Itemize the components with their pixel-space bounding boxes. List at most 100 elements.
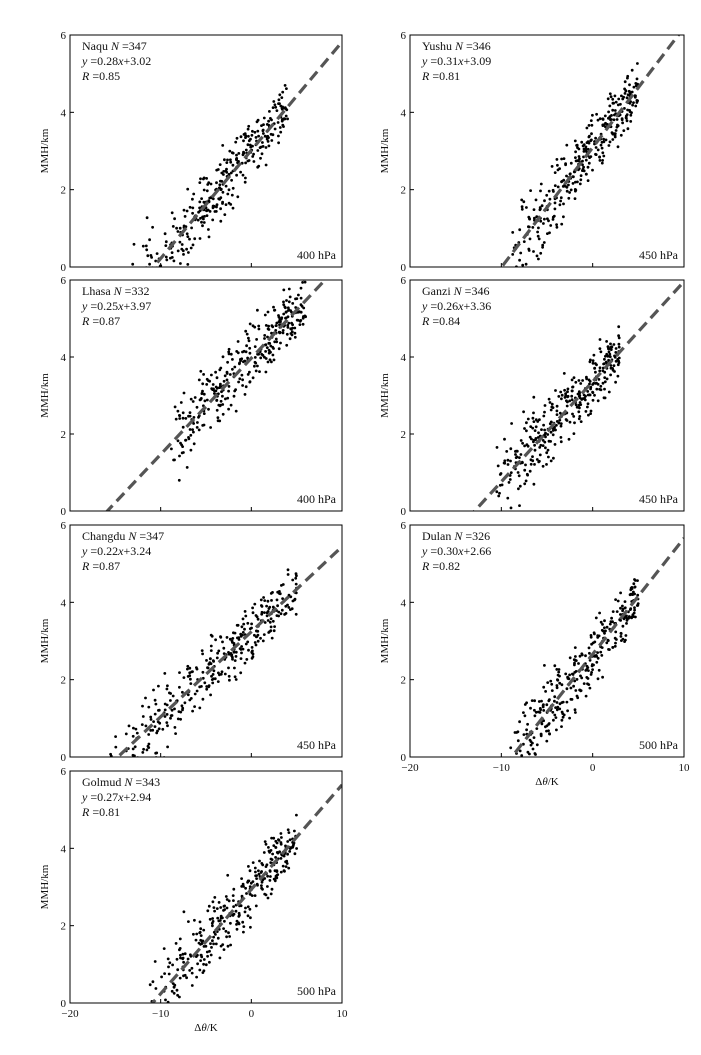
data-point [577,403,581,407]
data-point [626,108,629,112]
data-point [204,963,208,967]
data-point [553,443,557,446]
data-point [199,934,203,937]
data-point [166,684,169,688]
data-point [238,377,242,381]
data-point [267,341,271,345]
data-point [528,237,532,241]
data-point [280,608,284,612]
data-point [533,429,537,432]
data-point [209,426,213,429]
data-point [293,597,297,601]
data-point [170,989,174,993]
data-point [172,991,176,995]
data-point [507,516,510,519]
data-point [598,338,602,341]
data-point [607,350,611,354]
data-point [203,399,207,403]
data-point [253,602,257,606]
data-point [186,667,189,671]
data-point [599,143,603,147]
data-point [170,447,173,451]
data-point [517,487,520,491]
data-point [627,89,631,93]
data-point [141,751,145,754]
data-point [543,217,546,221]
data-point [171,284,174,287]
data-point [611,620,614,624]
data-point [265,604,268,608]
data-point [237,636,241,639]
data-point [255,615,259,619]
data-point [246,621,250,625]
data-point [180,243,184,246]
data-point [240,373,244,377]
data-point [593,393,596,397]
data-point [241,647,245,651]
data-point [245,658,249,661]
data-point [295,318,299,322]
data-point [225,372,229,375]
data-point [279,870,283,874]
data-point [288,295,292,299]
data-point [533,699,536,703]
data-point [544,690,547,693]
data-point [562,372,566,375]
data-point [220,670,224,674]
data-point [616,124,620,128]
data-point [582,682,586,685]
data-point [243,627,246,631]
x-tick-label: 10 [337,1008,349,1020]
y-tick-label: 4 [401,107,407,119]
data-point [511,765,514,768]
data-point [247,648,250,652]
data-point [555,708,559,712]
pressure-label: 500 hPa [639,738,679,752]
data-point [547,729,550,733]
data-point [632,582,636,586]
data-point [529,425,533,428]
data-point [250,626,253,630]
data-point [581,167,585,171]
data-point [593,366,597,370]
data-point [518,720,521,724]
data-point [211,939,214,943]
data-point [224,203,228,207]
data-point [165,713,169,716]
data-point [630,587,634,590]
data-point [179,710,183,714]
data-point [242,139,245,143]
data-point [222,646,226,650]
data-point [170,211,174,215]
data-point [534,418,538,422]
data-point [282,303,286,306]
data-point [538,446,542,449]
data-point [570,389,574,393]
data-point [176,993,180,997]
data-point [612,118,616,122]
data-point [573,197,577,201]
data-point [609,118,612,122]
data-point [537,226,540,230]
data-point [544,446,547,450]
data-point [188,428,192,431]
data-point [244,642,248,646]
data-point [221,403,225,406]
data-point [614,598,617,601]
data-point [182,960,186,964]
data-point [275,340,279,344]
data-point [206,183,210,186]
data-point [257,324,261,328]
data-point [210,678,214,681]
data-point [605,641,609,645]
data-point [587,124,591,127]
data-point [633,94,637,97]
data-point [187,251,190,254]
data-point [186,664,190,668]
data-point [564,672,568,676]
x-tick-label: 0 [590,762,596,774]
data-point [580,398,584,401]
data-point [193,237,197,241]
data-point [176,717,180,721]
data-point [266,885,269,888]
